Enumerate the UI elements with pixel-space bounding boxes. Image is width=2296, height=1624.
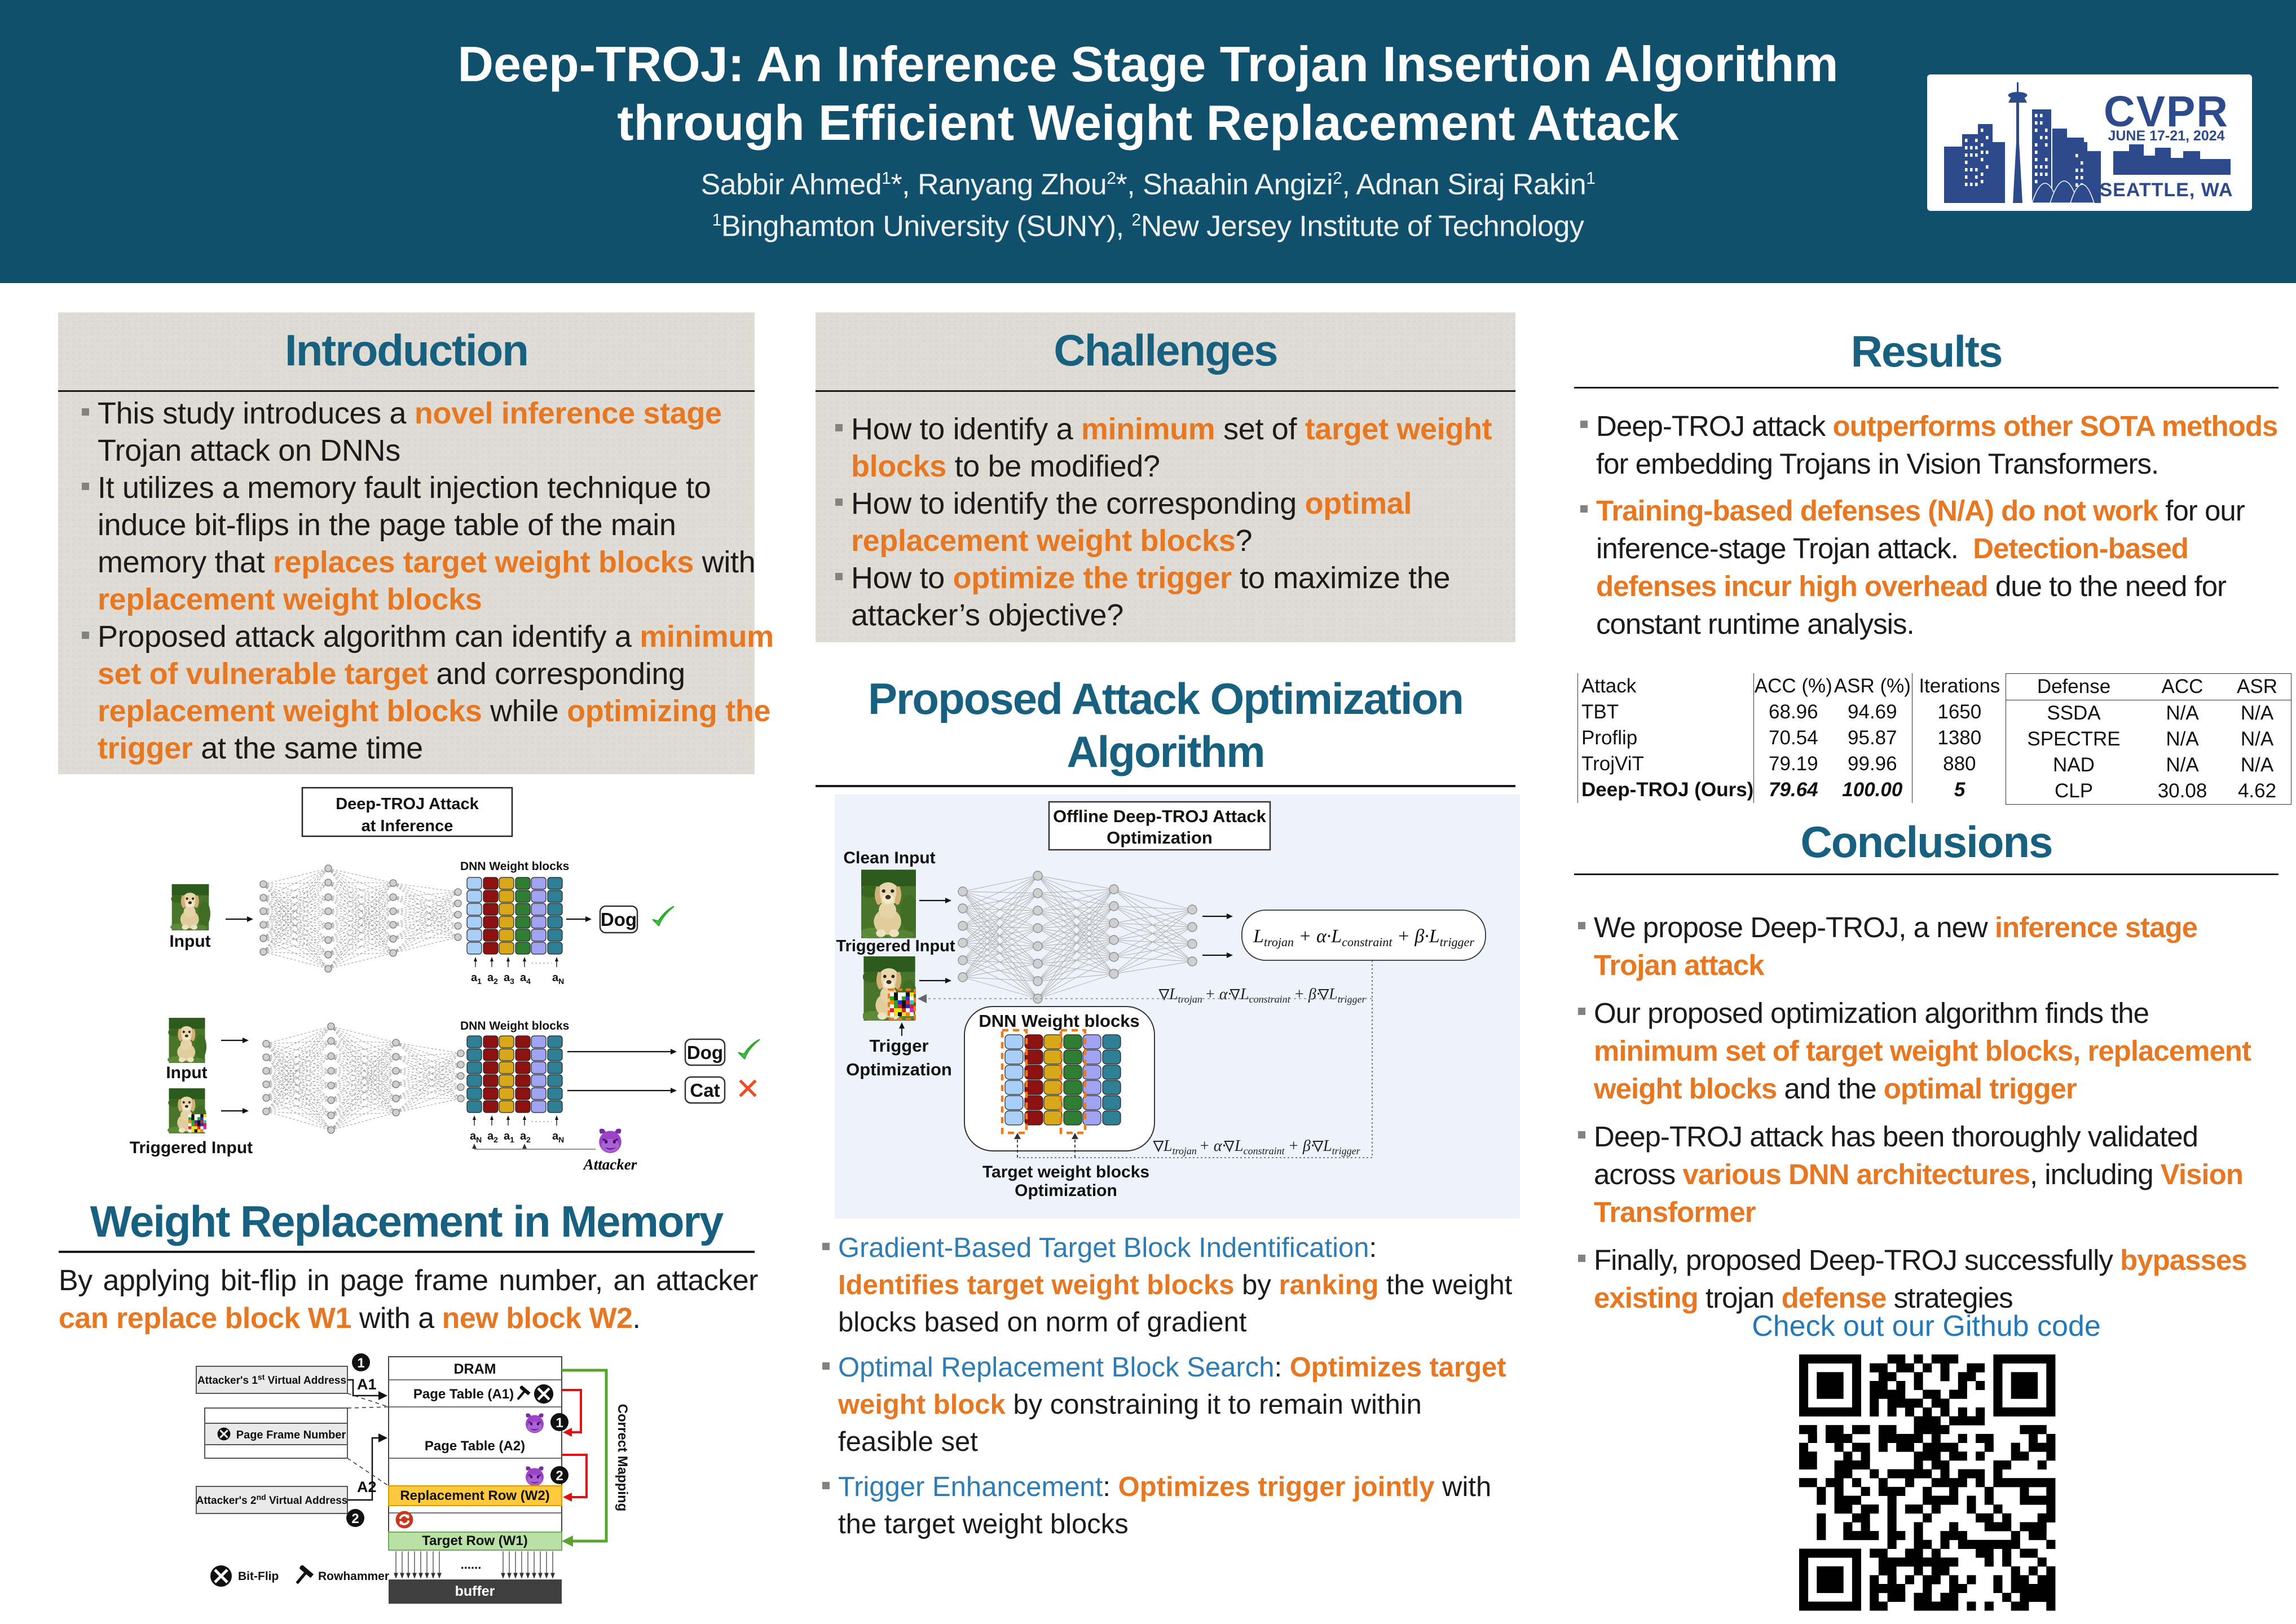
svg-text:Triggered Input: Triggered Input [836, 937, 955, 955]
svg-text:a1: a1 [471, 972, 482, 986]
svg-text:Optimization: Optimization [1107, 828, 1213, 848]
svg-text:Page Frame Number: Page Frame Number [236, 1429, 346, 1441]
svg-text:Clean Input: Clean Input [843, 849, 935, 867]
svg-text:Offline Deep-TROJ Attack: Offline Deep-TROJ Attack [1053, 806, 1267, 826]
svg-text:A1: A1 [357, 1376, 377, 1393]
svg-text:1: 1 [357, 1356, 364, 1371]
svg-text:Correct Mapping: Correct Mapping [615, 1404, 630, 1512]
svg-text:DNN Weight blocks: DNN Weight blocks [460, 1020, 569, 1032]
svg-text:Bit-Flip: Bit-Flip [238, 1570, 279, 1583]
svg-text:Trigger: Trigger [869, 1036, 928, 1056]
svg-text:2: 2 [556, 1468, 563, 1484]
svg-text:JUNE 17-21, 2024: JUNE 17-21, 2024 [2108, 128, 2224, 144]
svg-text:Attacker's 1st Virtual Address: Attacker's 1st Virtual Address [197, 1373, 346, 1387]
svg-text:+ α·: + α· [1205, 986, 1232, 1003]
svg-text:Attacker: Attacker [583, 1156, 637, 1173]
svg-text:Page Table (A1): Page Table (A1) [413, 1387, 514, 1402]
svg-text:Dog: Dog [687, 1042, 723, 1063]
svg-text:Rowhammer: Rowhammer [318, 1570, 389, 1583]
svg-text:aN: aN [552, 1130, 564, 1144]
svg-text:buffer: buffer [455, 1583, 495, 1599]
svg-text:DNN Weight blocks: DNN Weight blocks [460, 860, 569, 873]
svg-text:Target weight blocks: Target weight blocks [982, 1163, 1149, 1181]
svg-text:Target Row (W1): Target Row (W1) [422, 1533, 528, 1548]
svg-text:Page Table (A2): Page Table (A2) [425, 1438, 525, 1454]
svg-text:aN: aN [470, 1130, 482, 1144]
svg-text:Optimization: Optimization [846, 1060, 952, 1079]
svg-text:DRAM: DRAM [454, 1361, 496, 1377]
svg-text:......: ...... [461, 1557, 482, 1572]
svg-text:at Inference: at Inference [362, 817, 453, 835]
svg-text:a3: a3 [504, 972, 514, 986]
svg-text:Cat: Cat [690, 1080, 720, 1101]
svg-text:2: 2 [351, 1511, 359, 1526]
svg-text:Input: Input [166, 1063, 207, 1082]
svg-text:a2: a2 [520, 1130, 531, 1144]
svg-text:Triggered Input: Triggered Input [130, 1138, 253, 1157]
svg-text:Dog: Dog [601, 909, 637, 930]
svg-text:Deep-TROJ Attack: Deep-TROJ Attack [336, 795, 479, 813]
svg-text:a4: a4 [520, 972, 531, 986]
svg-text:a2: a2 [487, 972, 498, 986]
svg-text:a2: a2 [487, 1130, 498, 1144]
svg-text:CVPR: CVPR [2104, 87, 2229, 136]
svg-text:Input: Input [169, 932, 210, 951]
svg-text:Replacement Row (W2): Replacement Row (W2) [400, 1488, 549, 1503]
svg-text:aN: aN [552, 972, 564, 986]
svg-text:DNN Weight blocks: DNN Weight blocks [979, 1011, 1139, 1031]
svg-text:Attacker's 2nd Virtual Address: Attacker's 2nd Virtual Address [196, 1493, 348, 1507]
svg-text:Optimization: Optimization [1015, 1181, 1117, 1200]
svg-text:A2: A2 [357, 1479, 377, 1495]
svg-text:1: 1 [556, 1415, 563, 1431]
svg-text:+ β·: + β· [1294, 986, 1320, 1003]
svg-text:+ β·: + β· [1288, 1137, 1315, 1155]
svg-text:+ α·: + α· [1199, 1137, 1226, 1155]
svg-text:a1: a1 [504, 1130, 514, 1144]
svg-text:SEATTLE, WA: SEATTLE, WA [2099, 179, 2233, 201]
svg-text:Ltrojan: Ltrojan [1163, 1137, 1197, 1157]
